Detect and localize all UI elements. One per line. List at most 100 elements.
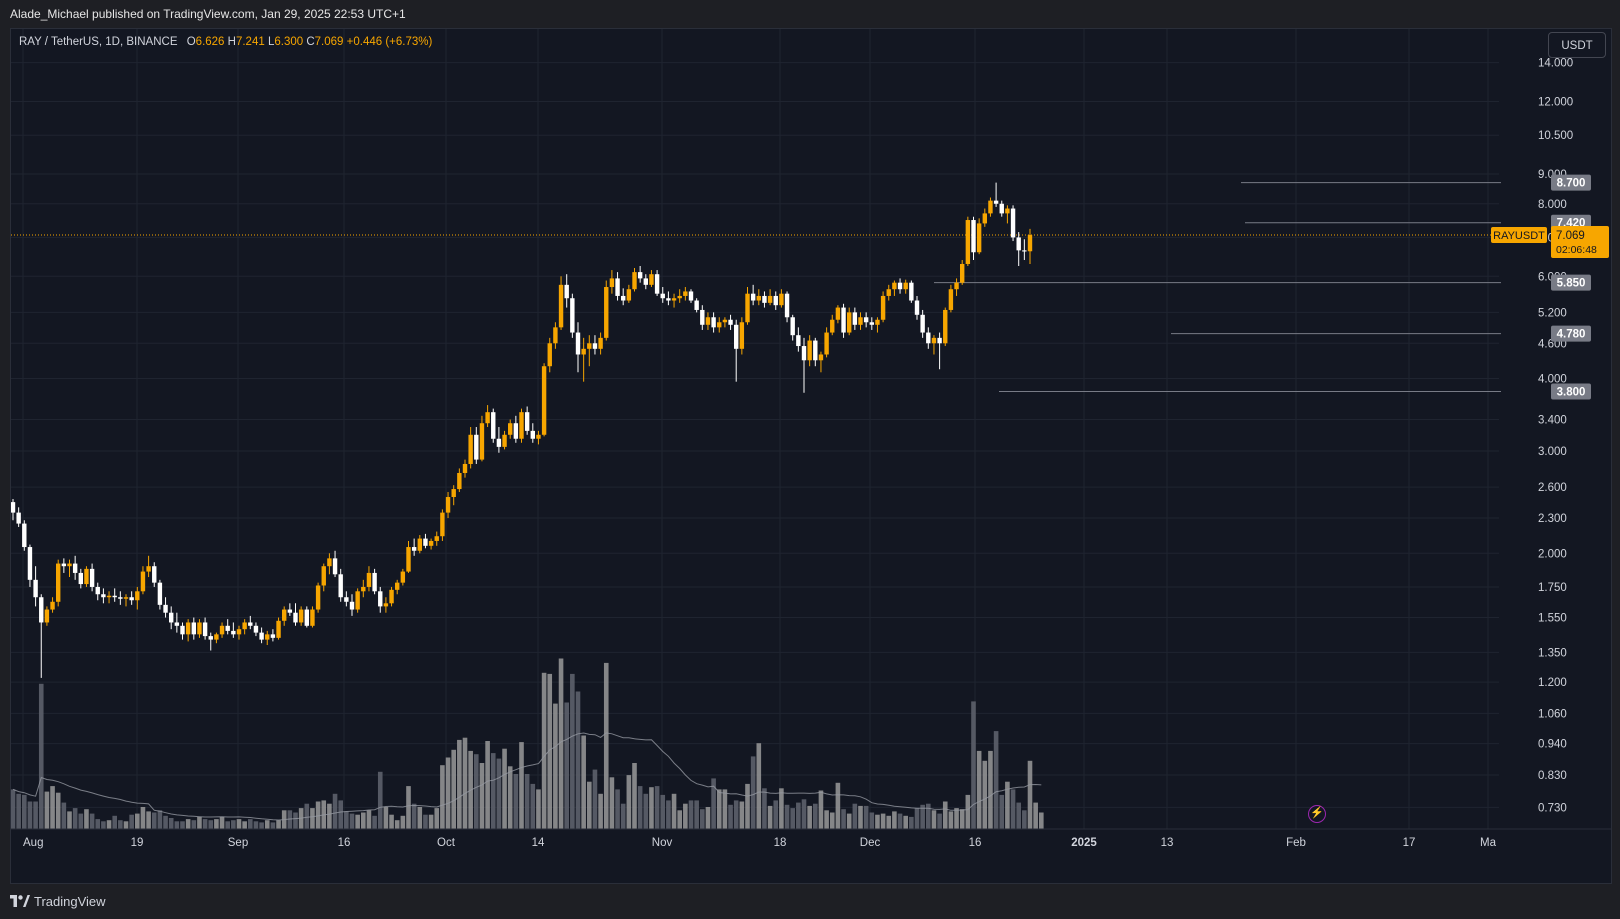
volume-bar xyxy=(479,763,485,829)
candlestick-chart[interactable]: 14.00012.00010.5009.0008.0007.0006.0005.… xyxy=(11,29,1611,883)
volume-bar xyxy=(524,774,530,829)
symbol-tag xyxy=(1491,226,1547,243)
candle-body xyxy=(677,295,682,299)
volume-bar xyxy=(406,786,411,829)
change-value: +0.446 (+6.73%) xyxy=(346,36,433,48)
volume-bar xyxy=(609,777,615,829)
volume-bar xyxy=(835,782,841,829)
volume-bar xyxy=(666,800,671,829)
tradingview-brand[interactable]: TradingView xyxy=(10,894,106,909)
volume-bar xyxy=(603,662,609,829)
candle-body xyxy=(508,423,513,435)
x-tick-label: Ma xyxy=(1480,837,1497,849)
x-tick-label: 17 xyxy=(1403,837,1416,849)
candle-body xyxy=(366,572,372,587)
publish-info: Alade_Michael published on TradingView.c… xyxy=(10,7,406,21)
candle-body xyxy=(734,324,739,349)
candle-body xyxy=(231,630,236,635)
volume-bar xyxy=(869,812,875,829)
candle-body xyxy=(310,609,315,626)
symbol-header[interactable]: RAY / TetherUS, 1D, BINANCE O6.626 H7.24… xyxy=(19,36,432,48)
horizontal-levels[interactable] xyxy=(934,182,1501,392)
volume-bar xyxy=(168,818,174,829)
time-axis[interactable]: Aug 19 Sep 16 Oct 14 Nov 18 Dec 16 2025 13 Feb 17 Ma xyxy=(11,828,1611,849)
candle-body xyxy=(796,335,801,347)
candle-body xyxy=(214,634,219,640)
candle-body xyxy=(332,558,338,575)
candle-body xyxy=(440,512,445,537)
candle-body xyxy=(592,343,598,349)
volume-bar xyxy=(654,786,660,829)
candle-body xyxy=(474,434,479,460)
candle-body xyxy=(931,337,937,344)
candle-body xyxy=(33,579,38,598)
candle-body xyxy=(395,582,400,590)
volume-bar xyxy=(886,815,892,829)
volume-bar xyxy=(976,750,982,829)
chart-frame[interactable]: 14.00012.00010.5009.0008.0007.0006.0005.… xyxy=(10,28,1612,884)
volume-bar xyxy=(462,737,468,829)
volume-bar xyxy=(490,753,496,829)
symbol-name[interactable]: RAY / TetherUS, 1D, BINANCE xyxy=(19,36,178,48)
candle-body xyxy=(355,591,360,610)
volume-bar xyxy=(502,748,507,829)
volume-bar xyxy=(660,794,666,829)
top-bar: Alade_Michael published on TradingView.c… xyxy=(0,0,1620,28)
volume-bar xyxy=(931,810,937,829)
currency-button[interactable]: USDT xyxy=(1548,32,1606,58)
candle-body xyxy=(50,601,55,610)
volume-bar xyxy=(705,807,711,829)
candle-body xyxy=(897,282,903,290)
candle-body xyxy=(496,438,502,447)
grid xyxy=(11,29,1499,829)
volume-bar xyxy=(824,810,829,829)
volume-bar xyxy=(909,816,914,829)
candle-body xyxy=(988,200,993,214)
volume-bar xyxy=(89,813,95,829)
volume-bar xyxy=(592,769,598,829)
volume-bar xyxy=(180,821,185,829)
y-tick-label: 1.200 xyxy=(1538,677,1567,689)
volume-bar xyxy=(807,805,812,829)
volume-bar xyxy=(620,803,626,829)
volume-bar xyxy=(999,794,1005,829)
y-tick-label: 10.500 xyxy=(1538,130,1573,142)
volume-bar xyxy=(1022,810,1027,829)
price-axis[interactable]: 14.00012.00010.5009.0008.0007.0006.0005.… xyxy=(1501,29,1611,883)
candle-body xyxy=(327,558,332,567)
candle-body xyxy=(491,412,496,439)
candle-body xyxy=(587,343,592,349)
candle-body xyxy=(185,622,191,635)
y-tick-label: 1.550 xyxy=(1538,613,1567,625)
candle-body xyxy=(575,332,581,355)
candle-body xyxy=(101,594,106,598)
lightning-icon[interactable]: ⚡ xyxy=(1308,805,1326,823)
candle-body xyxy=(197,622,202,635)
candle-body xyxy=(530,430,535,439)
candle-body xyxy=(282,609,287,621)
volume-bar xyxy=(428,814,434,829)
volume-bar xyxy=(818,790,824,829)
low-value: 6.300 xyxy=(274,36,304,48)
volume-bar xyxy=(101,821,106,829)
y-tick-label: 2.300 xyxy=(1538,513,1567,525)
volume-bar xyxy=(637,786,643,829)
candle-body xyxy=(344,597,349,602)
volume-bar xyxy=(372,815,377,829)
volume-bar xyxy=(11,789,16,829)
candle-body xyxy=(67,563,72,567)
volume-bar xyxy=(920,804,925,829)
candle-body xyxy=(242,622,247,630)
candle-body xyxy=(253,625,259,633)
volume-bar xyxy=(355,814,360,829)
y-tick-label: 5.200 xyxy=(1538,307,1567,319)
volume-bar xyxy=(519,742,524,829)
candle-body xyxy=(937,337,942,344)
volume-bar xyxy=(937,813,942,829)
volume-bar xyxy=(558,658,564,829)
candle-body xyxy=(146,566,151,572)
y-tick-label: 2.600 xyxy=(1538,482,1567,494)
volume-bar xyxy=(683,803,688,829)
open-value: 6.626 xyxy=(195,36,225,48)
price-axis-bg xyxy=(1501,29,1611,883)
